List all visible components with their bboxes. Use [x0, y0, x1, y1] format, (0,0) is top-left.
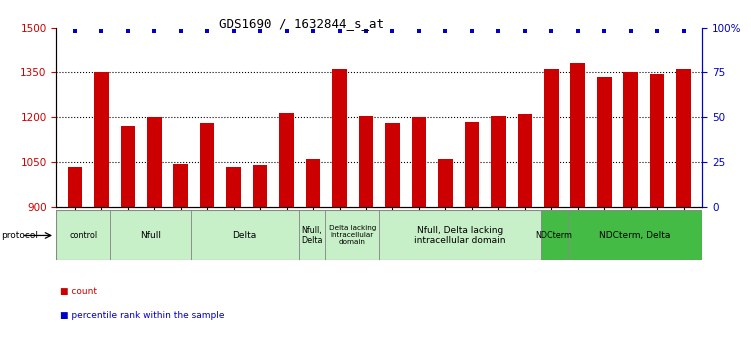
FancyBboxPatch shape [56, 210, 110, 260]
Text: Delta: Delta [233, 231, 257, 240]
Text: GDS1690 / 1632844_s_at: GDS1690 / 1632844_s_at [219, 17, 385, 30]
Bar [253, 165, 267, 345]
Text: ■ count: ■ count [60, 287, 97, 296]
Bar [147, 117, 161, 345]
Bar [491, 116, 505, 345]
FancyBboxPatch shape [541, 210, 568, 260]
Bar [385, 123, 400, 345]
Text: NDCterm: NDCterm [535, 231, 573, 240]
FancyBboxPatch shape [191, 210, 299, 260]
Bar [226, 167, 241, 345]
Bar [544, 69, 559, 345]
Bar [94, 72, 109, 345]
Bar [279, 113, 294, 345]
Bar [677, 69, 691, 345]
Bar [120, 126, 135, 345]
Text: NDCterm, Delta: NDCterm, Delta [599, 231, 671, 240]
Bar [412, 117, 427, 345]
FancyBboxPatch shape [110, 210, 191, 260]
Bar [173, 164, 188, 345]
Text: Nfull: Nfull [140, 231, 161, 240]
Bar [597, 77, 611, 345]
Bar [465, 122, 479, 345]
Bar [623, 72, 638, 345]
Bar [306, 159, 321, 345]
FancyBboxPatch shape [379, 210, 541, 260]
Bar [332, 69, 347, 345]
Bar [517, 114, 532, 345]
FancyBboxPatch shape [568, 210, 702, 260]
Bar [438, 159, 453, 345]
Text: protocol: protocol [2, 231, 38, 240]
Text: Delta lacking
intracellular
domain: Delta lacking intracellular domain [329, 226, 376, 245]
Bar [359, 116, 373, 345]
Bar [650, 74, 665, 345]
Bar [571, 63, 585, 345]
Text: Nfull,
Delta: Nfull, Delta [301, 226, 323, 245]
Text: Nfull, Delta lacking
intracellular domain: Nfull, Delta lacking intracellular domai… [415, 226, 505, 245]
Bar [68, 167, 82, 345]
Bar [200, 123, 215, 345]
Text: ■ percentile rank within the sample: ■ percentile rank within the sample [60, 311, 225, 320]
FancyBboxPatch shape [299, 210, 325, 260]
Text: control: control [69, 231, 98, 240]
FancyBboxPatch shape [325, 210, 379, 260]
